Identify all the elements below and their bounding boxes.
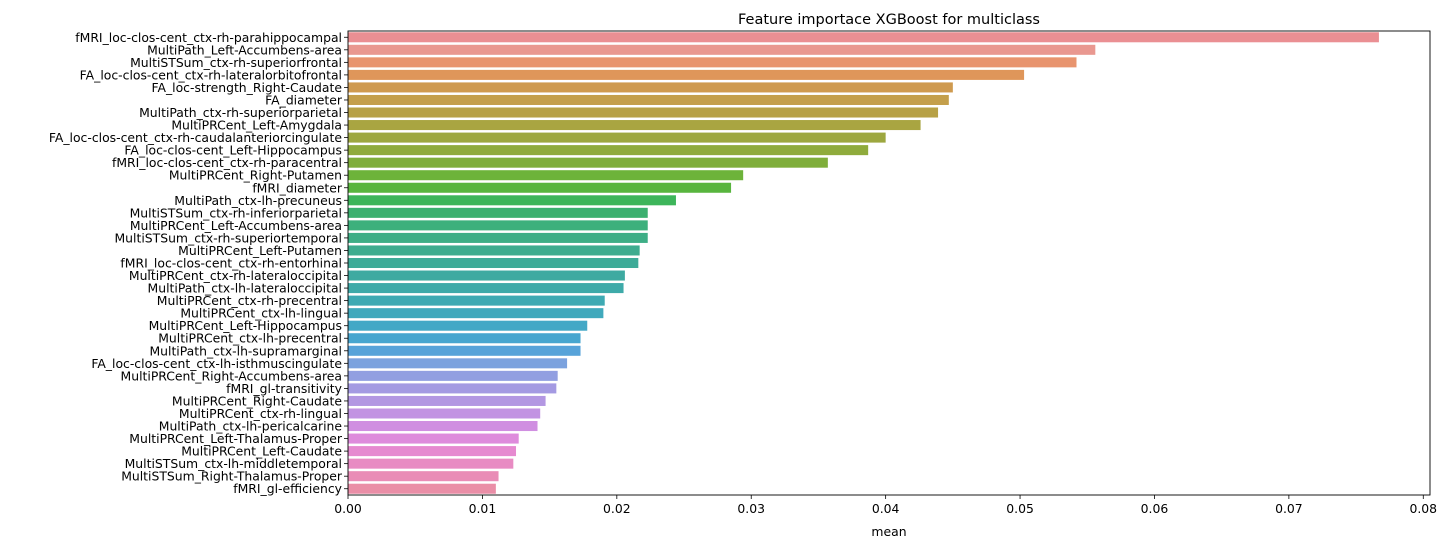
bar-10	[348, 145, 869, 156]
bar-22	[348, 295, 605, 306]
y-tick-label: MultiPRCent_Right-Accumbens-area	[121, 368, 342, 383]
bar-17	[348, 232, 648, 243]
x-axis: 0.00 0.01 0.02 0.03 0.04 0.05 0.06 0.07 0.08	[334, 495, 1437, 516]
y-tick-label: FA_loc-strength_Right-Caudate	[152, 80, 343, 95]
x-tick-label: 0.05	[1006, 501, 1034, 516]
y-tick-label: MultiPRCent_Left-Putamen	[178, 243, 342, 258]
y-tick-label: MultiPath_ctx-rh-superiorparietal	[139, 105, 342, 120]
x-tick-label: 0.06	[1141, 501, 1169, 516]
bar-12	[348, 170, 744, 181]
y-tick-label: MultiPath_ctx-lh-supramarginal	[149, 343, 342, 358]
x-tick-label: 0.01	[469, 501, 497, 516]
y-tick-label: fMRI_gl-efficiency	[233, 481, 342, 496]
x-tick-label: 0.02	[603, 501, 631, 516]
y-tick-label: MultiPath_ctx-lh-pericalcarine	[159, 419, 342, 434]
y-tick-label: MultiPRCent_ctx-rh-precentral	[157, 293, 342, 308]
y-tick-label: fMRI_loc-clos-cent_ctx-rh-parahippocampa…	[75, 30, 342, 45]
bar-5	[348, 82, 953, 93]
bar-29	[348, 383, 557, 394]
y-tick-label: MultiPRCent_Left-Amygdala	[171, 118, 342, 133]
y-tick-label: MultiSTSum_Right-Thalamus-Proper	[121, 469, 343, 484]
bar-2	[348, 44, 1096, 55]
y-tick-label: MultiPath_ctx-lh-lateraloccipital	[148, 281, 342, 296]
bar-11	[348, 157, 828, 168]
y-tick-label: MultiPRCent_Left-Caudate	[181, 444, 342, 459]
y-tick-label: MultiSTSum_ctx-rh-superiorfrontal	[130, 55, 342, 70]
bar-37	[348, 483, 496, 494]
chart-title: Feature importace XGBoost for multiclass	[738, 12, 1040, 28]
bar-3	[348, 57, 1077, 68]
bar-18	[348, 245, 640, 256]
bar-35	[348, 458, 514, 469]
y-tick-label: MultiPRCent_Left-Thalamus-Proper	[129, 431, 343, 446]
bar-20	[348, 270, 625, 281]
bar-15	[348, 207, 648, 218]
bar-26	[348, 345, 581, 356]
y-tick-label: FA_loc-clos-cent_Left-Hippocampus	[124, 143, 342, 158]
bar-32	[348, 421, 538, 432]
x-axis-label: mean	[871, 524, 906, 539]
bar-9	[348, 132, 886, 143]
y-tick-label: fMRI_loc-clos-cent_ctx-rh-paracentral	[112, 155, 342, 170]
x-tick-label: 0.08	[1409, 501, 1437, 516]
y-tick-label: FA_loc-clos-cent_ctx-lh-isthmuscingulate	[91, 356, 342, 371]
x-tick-label: 0.03	[737, 501, 765, 516]
y-tick-label: FA_diameter	[265, 92, 343, 107]
bar-34	[348, 446, 517, 457]
x-tick-label: 0.04	[872, 501, 900, 516]
bars-group	[348, 32, 1379, 494]
plot-frame	[347, 30, 1431, 496]
y-tick-label: MultiPRCent_Right-Putamen	[169, 168, 342, 183]
bar-31	[348, 408, 541, 419]
bar-33	[348, 433, 519, 444]
bar-25	[348, 333, 581, 344]
x-tick-label: 0.00	[334, 501, 362, 516]
bar-36	[348, 471, 499, 482]
bar-24	[348, 320, 588, 331]
y-tick-label: fMRI_gl-transitivity	[226, 381, 342, 396]
bar-4	[348, 69, 1025, 80]
bar-13	[348, 182, 732, 193]
y-tick-label: MultiPath_ctx-lh-precuneus	[174, 193, 342, 208]
bar-28	[348, 370, 558, 381]
y-tick-labels: fMRI_loc-clos-cent_ctx-rh-parahippocampa…	[49, 30, 348, 496]
bar-19	[348, 257, 639, 269]
bar-14	[348, 195, 676, 206]
y-tick-label: MultiSTSum_ctx-rh-superiortemporal	[114, 230, 342, 245]
y-tick-label: MultiPRCent_ctx-rh-lateraloccipital	[129, 268, 342, 283]
bar-30	[348, 395, 546, 406]
bar-21	[348, 283, 624, 294]
bar-8	[348, 120, 921, 131]
y-tick-label: FA_loc-clos-cent_ctx-rh-lateralorbitofro…	[80, 67, 342, 82]
bar-16	[348, 220, 648, 231]
bar-6	[348, 94, 949, 105]
y-tick-label: MultiPRCent_ctx-lh-precentral	[158, 331, 342, 346]
y-tick-label: MultiPath_Left-Accumbens-area	[147, 42, 342, 57]
y-tick-label: MultiSTSum_ctx-lh-middletemporal	[125, 456, 342, 471]
y-tick-label: fMRI_loc-clos-cent_ctx-rh-entorhinal	[120, 256, 342, 271]
y-tick-label: MultiPRCent_Right-Caudate	[172, 393, 342, 408]
y-tick-label: MultiPRCent_Left-Accumbens-area	[130, 218, 342, 233]
x-tick-label: 0.07	[1275, 501, 1303, 516]
bar-1	[348, 32, 1379, 43]
y-tick-label: MultiPRCent_ctx-lh-lingual	[180, 306, 342, 321]
y-tick-label: MultiSTSum_ctx-rh-inferiorparietal	[130, 205, 342, 220]
y-tick-label: MultiPRCent_Left-Hippocampus	[149, 318, 342, 333]
bar-27	[348, 358, 568, 369]
bar-7	[348, 107, 939, 118]
y-tick-label: FA_loc-clos-cent_ctx-rh-caudalanteriorci…	[49, 130, 342, 145]
bar-23	[348, 308, 604, 319]
y-tick-label: fMRI_diameter	[252, 180, 343, 195]
y-tick-label: MultiPRCent_ctx-rh-lingual	[179, 406, 342, 421]
